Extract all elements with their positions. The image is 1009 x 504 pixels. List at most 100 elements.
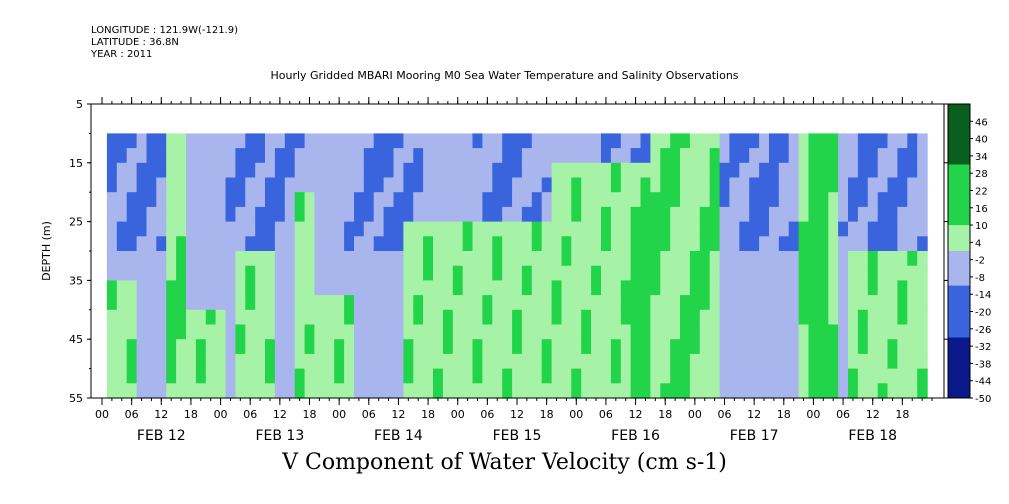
heatmap-cell bbox=[284, 309, 296, 326]
heatmap-cell bbox=[670, 368, 681, 384]
heatmap-cell bbox=[739, 221, 750, 237]
heatmap-cell bbox=[166, 162, 177, 179]
heatmap-cell bbox=[907, 368, 918, 384]
heatmap-cell bbox=[620, 192, 632, 208]
heatmap-cell bbox=[828, 133, 839, 149]
heatmap-cell bbox=[838, 133, 849, 149]
heatmap-cell bbox=[561, 265, 572, 281]
heatmap-cell bbox=[640, 162, 651, 179]
heatmap-cell bbox=[838, 162, 849, 179]
heatmap-cell bbox=[808, 148, 819, 164]
heatmap-cell bbox=[235, 295, 246, 311]
heatmap-cell bbox=[838, 236, 849, 252]
heatmap-cell bbox=[106, 236, 118, 252]
heatmap-cell bbox=[591, 280, 602, 296]
heatmap-cell bbox=[531, 368, 543, 384]
heatmap-cell bbox=[413, 353, 424, 370]
heatmap-cell bbox=[482, 133, 493, 149]
heatmap-cell bbox=[215, 353, 227, 370]
heatmap-cell bbox=[848, 368, 859, 384]
heatmap-cell bbox=[403, 133, 414, 149]
heatmap-cell bbox=[640, 353, 651, 370]
colorbar-swatch bbox=[948, 207, 970, 217]
heatmap-cell bbox=[709, 339, 721, 355]
heatmap-cell bbox=[344, 280, 355, 296]
heatmap-cell bbox=[887, 339, 898, 355]
heatmap-cell bbox=[571, 353, 582, 370]
heatmap-cell bbox=[324, 353, 335, 370]
heatmap-cell bbox=[571, 280, 582, 296]
heatmap-cell bbox=[462, 309, 474, 326]
heatmap-cell bbox=[304, 148, 316, 164]
heatmap-cell bbox=[650, 265, 661, 281]
heatmap-cell bbox=[482, 339, 493, 355]
heatmap-cell bbox=[116, 133, 128, 149]
heatmap-cell bbox=[186, 206, 197, 223]
heatmap-cell bbox=[630, 236, 642, 252]
heatmap-cell bbox=[344, 383, 355, 399]
heatmap-cell bbox=[314, 295, 325, 311]
heatmap-cell bbox=[512, 324, 523, 340]
heatmap-cell bbox=[393, 206, 404, 223]
heatmap-cell bbox=[788, 251, 800, 267]
heatmap-cell bbox=[225, 265, 236, 281]
colorbar-label: 28 bbox=[975, 169, 988, 180]
heatmap-cell bbox=[689, 236, 701, 252]
heatmap-cell bbox=[205, 324, 217, 340]
heatmap-cell bbox=[561, 162, 572, 179]
colorbar-label: 46 bbox=[975, 117, 988, 128]
heatmap-cell bbox=[867, 339, 879, 355]
heatmap-cell bbox=[274, 324, 286, 340]
heatmap-cell bbox=[581, 162, 592, 179]
heatmap-cell bbox=[719, 192, 731, 208]
heatmap-cell bbox=[383, 383, 395, 399]
heatmap-cell bbox=[808, 265, 819, 281]
heatmap-cell bbox=[857, 265, 869, 281]
plot-title: Hourly Gridded MBARI Mooring M0 Sea Wate… bbox=[270, 69, 739, 82]
heatmap-cell bbox=[541, 368, 553, 384]
heatmap-cell bbox=[334, 148, 345, 164]
heatmap-cell bbox=[442, 236, 454, 252]
colorbar-swatch bbox=[948, 380, 970, 390]
heatmap-cell bbox=[769, 162, 780, 179]
heatmap-cell bbox=[521, 206, 533, 223]
heatmap-cell bbox=[887, 353, 898, 370]
heatmap-cell bbox=[294, 162, 306, 179]
heatmap-cell bbox=[383, 177, 395, 193]
heatmap-cell bbox=[423, 162, 434, 179]
heatmap-cell bbox=[709, 295, 721, 311]
heatmap-cell bbox=[126, 221, 138, 237]
heatmap-cell bbox=[274, 148, 286, 164]
heatmap-cell bbox=[670, 339, 681, 355]
heatmap-cell bbox=[106, 251, 118, 267]
heatmap-cell bbox=[917, 221, 928, 237]
colorbar-swatch bbox=[948, 337, 970, 347]
heatmap-cell bbox=[877, 309, 889, 326]
heatmap-cell bbox=[462, 206, 474, 223]
heatmap-cell bbox=[719, 339, 731, 355]
heatmap-cell bbox=[620, 295, 632, 311]
heatmap-cell bbox=[354, 236, 365, 252]
heatmap-cell bbox=[591, 236, 602, 252]
heatmap-cell bbox=[591, 162, 602, 179]
heatmap-cell bbox=[541, 221, 553, 237]
heatmap-cell bbox=[739, 177, 750, 193]
heatmap-cell bbox=[492, 339, 503, 355]
heatmap-cell bbox=[907, 192, 918, 208]
heatmap-cell bbox=[245, 251, 256, 267]
heatmap-cell bbox=[383, 265, 395, 281]
heatmap-cell bbox=[838, 251, 849, 267]
heatmap-cell bbox=[581, 177, 592, 193]
heatmap-cell bbox=[798, 280, 810, 296]
heatmap-cell bbox=[195, 251, 207, 267]
heatmap-cell bbox=[176, 221, 187, 237]
heatmap-cell bbox=[423, 192, 434, 208]
heatmap-cell bbox=[769, 353, 780, 370]
heatmap-cell bbox=[620, 324, 632, 340]
colorbar-swatch bbox=[948, 242, 970, 252]
heatmap-cell bbox=[265, 206, 276, 223]
heatmap-cell bbox=[907, 295, 918, 311]
heatmap-cell bbox=[907, 280, 918, 296]
heatmap-cell bbox=[680, 206, 691, 223]
